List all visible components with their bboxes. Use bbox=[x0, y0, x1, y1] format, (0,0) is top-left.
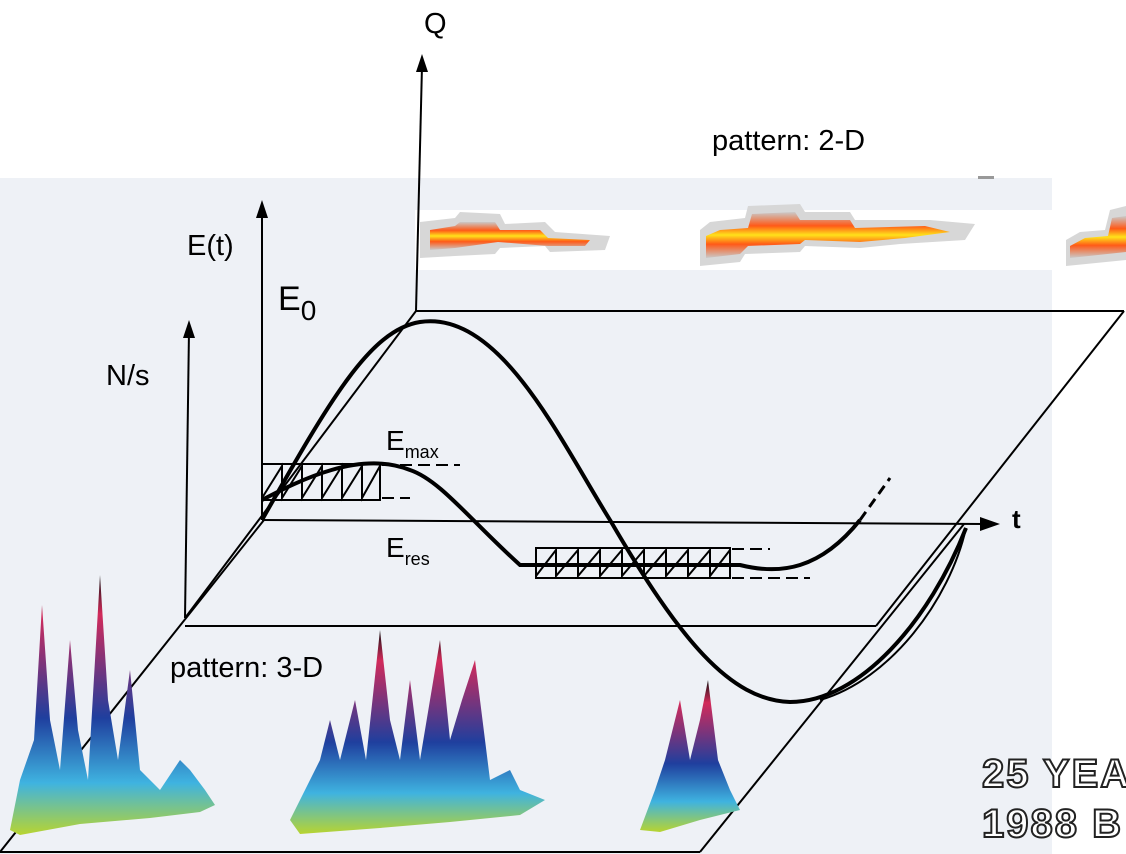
energy-curve-extension bbox=[858, 477, 892, 521]
emax-label: Emax bbox=[386, 425, 439, 462]
banner-line-1: 25 YEA bbox=[981, 751, 1126, 797]
energy-curve-e0 bbox=[260, 319, 968, 705]
eres-label: Eres bbox=[386, 532, 430, 569]
t-axis-label: t bbox=[1012, 504, 1021, 534]
axis-n-per-s bbox=[183, 320, 195, 619]
energy-curve-res bbox=[261, 461, 862, 572]
axis-q bbox=[415, 54, 428, 312]
pattern-2d-label: pattern: 2-D bbox=[712, 125, 866, 157]
e0-base: E bbox=[278, 280, 301, 318]
eres-subscript: res bbox=[404, 549, 430, 569]
pattern-3d-label: pattern: 3-D bbox=[170, 652, 324, 684]
emax-subscript: max bbox=[404, 442, 439, 462]
eres-base: E bbox=[386, 532, 405, 563]
pattern-3d-spikes bbox=[10, 575, 740, 835]
e0-subscript: 0 bbox=[300, 295, 317, 326]
n-per-s-label: N/s bbox=[106, 360, 150, 392]
emax-base: E bbox=[386, 425, 405, 456]
plane-lower-right-edge bbox=[699, 523, 965, 853]
e0-label: E0 bbox=[278, 280, 316, 326]
banner-line-2: 1988 B bbox=[981, 801, 1123, 847]
background-panel bbox=[0, 178, 1052, 854]
q-axis-label: Q bbox=[424, 8, 447, 40]
energy-curve-back bbox=[819, 527, 967, 701]
pattern-2d-heatmap bbox=[420, 176, 1126, 266]
plane-q bbox=[416, 310, 1124, 312]
sawtooth-upper bbox=[261, 462, 460, 502]
e-t-label: E(t) bbox=[187, 230, 234, 262]
plane-q-right-edge bbox=[875, 310, 1125, 627]
axis-t bbox=[261, 517, 1000, 531]
